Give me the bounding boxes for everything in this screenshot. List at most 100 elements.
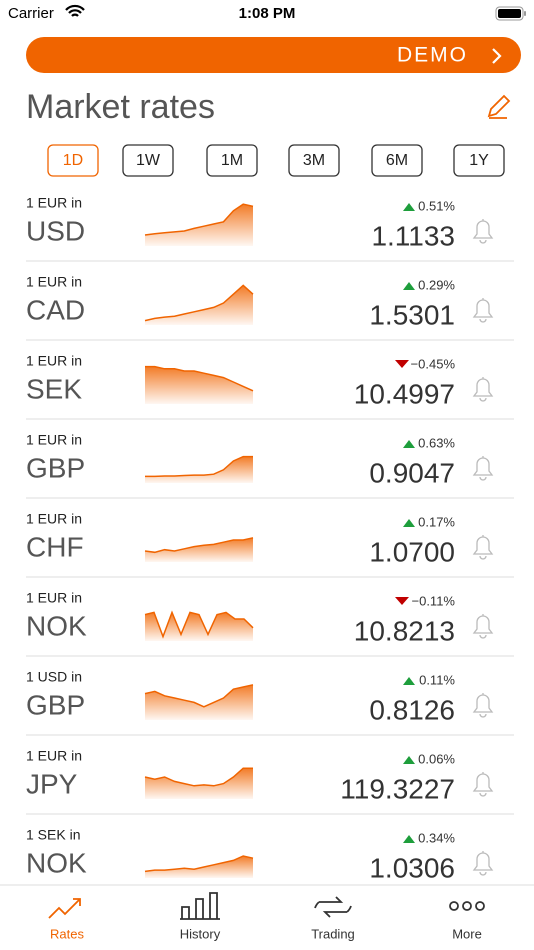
base-label: 1 SEK in bbox=[26, 827, 80, 843]
rate-value: 1.0700 bbox=[369, 536, 455, 567]
period-button[interactable]: 1M bbox=[206, 144, 258, 177]
alert-bell[interactable] bbox=[472, 219, 494, 244]
base-label: 1 EUR in bbox=[26, 195, 82, 211]
alert-bell[interactable] bbox=[472, 693, 494, 718]
tab[interactable]: History bbox=[180, 892, 221, 941]
sparkline bbox=[144, 855, 254, 873]
sparkline-area bbox=[145, 612, 253, 641]
sparkline-area bbox=[145, 285, 253, 325]
rate-row[interactable]: 1 SEK in NOK 0.34% 1.0306 bbox=[26, 827, 494, 884]
period-label: 6M bbox=[386, 152, 408, 169]
sparkline-area bbox=[145, 204, 253, 246]
currency-code: NOK bbox=[26, 610, 87, 641]
period-button[interactable]: 1Y bbox=[453, 144, 505, 177]
currency-code: JPY bbox=[26, 768, 78, 799]
rate-row[interactable]: 1 EUR in CHF 0.17% 1.0700 bbox=[26, 511, 514, 578]
tab-label: More bbox=[452, 926, 482, 941]
alert-bell[interactable] bbox=[472, 377, 494, 402]
change-percent: 0.29% bbox=[418, 277, 455, 292]
rate-value: 1.1133 bbox=[371, 220, 455, 251]
rate-row[interactable]: 1 EUR in JPY 0.06% 119.3227 bbox=[26, 748, 514, 815]
page-title: Market rates bbox=[26, 88, 215, 126]
change-percent: 0.17% bbox=[418, 514, 455, 529]
period-button[interactable]: 6M bbox=[371, 144, 423, 177]
sparkline bbox=[144, 767, 253, 787]
period-border bbox=[122, 144, 174, 177]
period-label: 1D bbox=[63, 152, 83, 169]
base-label: 1 EUR in bbox=[26, 511, 82, 527]
tab[interactable]: Rates bbox=[48, 898, 84, 941]
currency-code: SEK bbox=[26, 373, 82, 404]
rate-value: 10.4997 bbox=[354, 378, 455, 409]
base-label: 1 EUR in bbox=[26, 590, 82, 606]
rate-value: 10.8213 bbox=[354, 615, 455, 646]
change-arrow bbox=[403, 282, 415, 290]
change-percent: 0.11% bbox=[419, 672, 455, 687]
period-border bbox=[453, 144, 505, 177]
base-label: 1 EUR in bbox=[26, 748, 82, 764]
alert-bell[interactable] bbox=[472, 851, 494, 876]
change-percent: 0.34% bbox=[418, 830, 455, 845]
currency-code: CAD bbox=[26, 294, 85, 325]
base-label: 1 EUR in bbox=[26, 353, 82, 369]
rate-row[interactable]: 1 EUR in USD 0.51% 1.1133 bbox=[26, 195, 514, 262]
rate-row[interactable]: 1 USD in GBP 0.11% 0.8126 bbox=[26, 669, 514, 736]
sparkline bbox=[145, 365, 254, 392]
period-label: 1M bbox=[221, 152, 243, 169]
rate-row[interactable]: 1 EUR in GBP 0.63% 0.9047 bbox=[26, 432, 514, 499]
tab-icon bbox=[462, 901, 472, 911]
sparkline bbox=[144, 610, 254, 639]
currency-code: GBP bbox=[26, 452, 85, 483]
alert-bell[interactable] bbox=[472, 614, 494, 639]
alert-bell[interactable] bbox=[472, 772, 494, 797]
currency-code: NOK bbox=[26, 847, 87, 878]
period-button[interactable]: 3M bbox=[288, 144, 340, 177]
sparkline-area bbox=[145, 684, 253, 720]
change-arrow bbox=[395, 360, 409, 368]
sparkline-area bbox=[145, 856, 253, 878]
base-label: 1 USD in bbox=[26, 669, 82, 685]
sparkline bbox=[144, 684, 254, 708]
sparkline bbox=[145, 455, 253, 478]
period-border bbox=[206, 144, 258, 177]
change-arrow bbox=[403, 203, 415, 211]
period-label: 1W bbox=[136, 152, 161, 169]
change-arrow bbox=[403, 756, 415, 764]
rate-value: 1.0306 bbox=[369, 852, 455, 883]
rate-row[interactable]: 1 EUR in CAD 0.29% 1.5301 bbox=[26, 274, 514, 341]
change-percent: 0.06% bbox=[418, 751, 455, 766]
tab-bar bbox=[0, 886, 534, 950]
rate-row[interactable]: 1 EUR in SEK −0.45% 10.4997 bbox=[26, 353, 514, 420]
rate-value: 1.5301 bbox=[369, 299, 455, 330]
currency-code: CHF bbox=[26, 531, 84, 562]
sparkline-area bbox=[145, 537, 253, 562]
demo-banner[interactable]: DEMO bbox=[26, 37, 521, 73]
sparkline bbox=[144, 284, 254, 322]
alert-bell[interactable] bbox=[472, 298, 494, 323]
period-button[interactable]: 1W bbox=[122, 144, 174, 177]
sparkline-area bbox=[145, 456, 253, 483]
base-label: 1 EUR in bbox=[26, 274, 82, 290]
rate-row[interactable]: 1 EUR in NOK −0.11% 10.8213 bbox=[26, 590, 514, 657]
tab[interactable]: More bbox=[449, 901, 485, 941]
tab-icon bbox=[475, 901, 485, 911]
change-percent: 0.51% bbox=[418, 198, 455, 213]
edit-button[interactable] bbox=[487, 94, 511, 119]
currency-code: USD bbox=[26, 215, 85, 246]
period-label: 3M bbox=[303, 152, 325, 169]
period-border bbox=[371, 144, 423, 177]
wifi-icon bbox=[65, 4, 85, 17]
alert-bell[interactable] bbox=[472, 456, 494, 481]
tab[interactable]: Trading bbox=[311, 896, 355, 941]
period-border bbox=[47, 144, 99, 177]
tab-icon bbox=[48, 898, 81, 919]
change-percent: −0.11% bbox=[412, 593, 456, 608]
period-button[interactable]: 1D bbox=[47, 144, 99, 177]
rate-value: 119.3227 bbox=[340, 773, 455, 804]
rate-value: 0.9047 bbox=[369, 457, 455, 488]
alert-bell[interactable] bbox=[472, 535, 494, 560]
sparkline bbox=[144, 537, 254, 554]
change-percent: 0.63% bbox=[418, 435, 455, 450]
tab-label: Rates bbox=[50, 926, 84, 941]
